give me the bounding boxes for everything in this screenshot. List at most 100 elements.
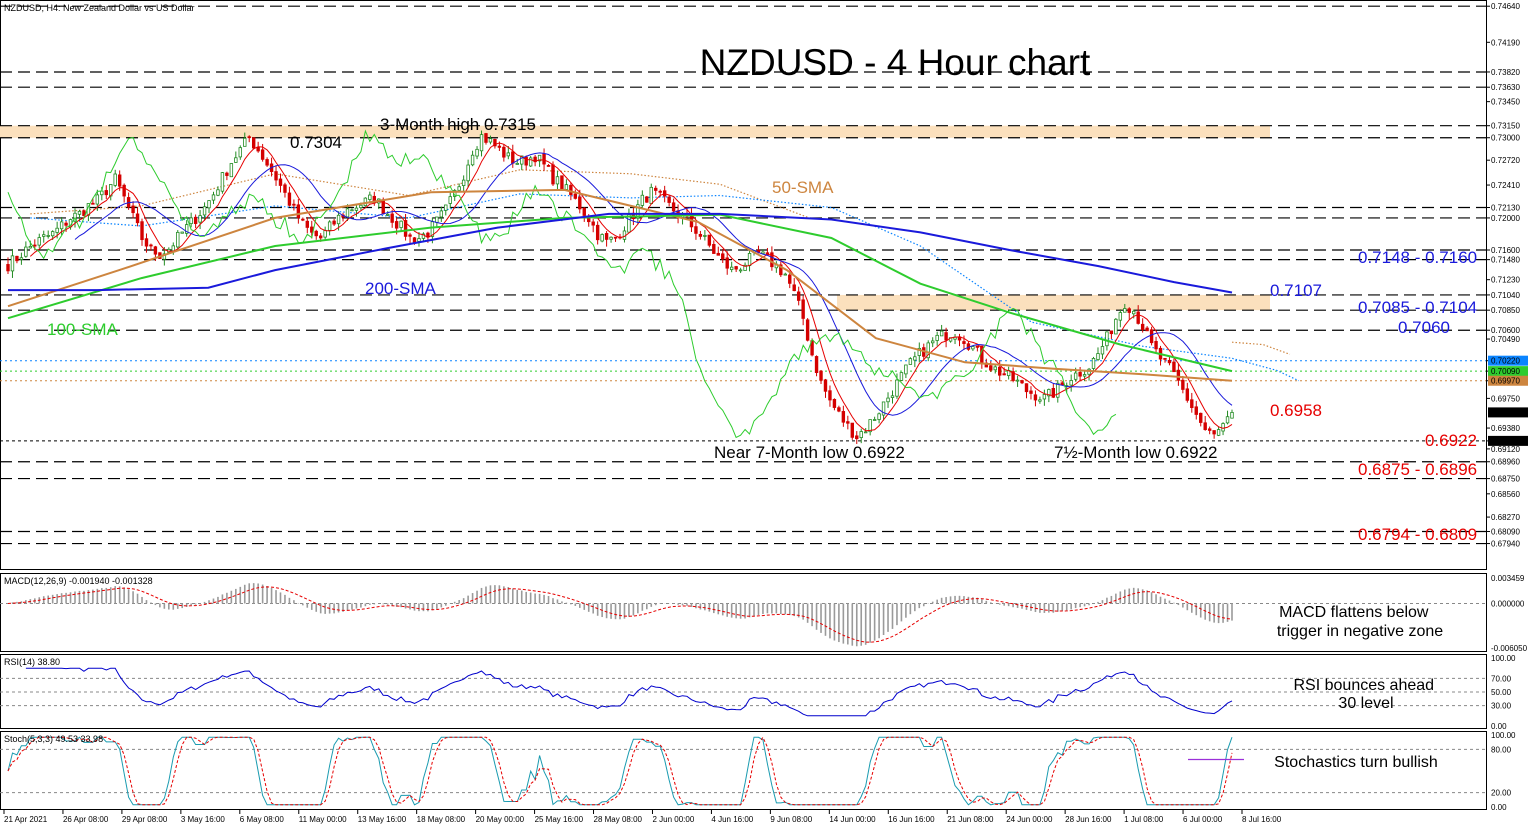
- time-tick-label: 14 Jun 00:00: [829, 815, 876, 824]
- candle-body: [1073, 372, 1078, 380]
- time-tick-label: 28 May 08:00: [594, 815, 643, 824]
- candle-body: [944, 332, 948, 341]
- candle-body: [211, 194, 216, 201]
- time-tick-label: 2 Jun 00:00: [652, 815, 694, 824]
- candle-body: [117, 174, 122, 187]
- candle-body: [578, 196, 582, 210]
- candle-body: [497, 145, 502, 148]
- candle-body: [225, 172, 229, 176]
- candle-body: [560, 175, 564, 191]
- candle-body: [1225, 416, 1230, 424]
- candle-body: [412, 237, 417, 243]
- annotation-near-7month-low: Near 7-Month low 0.6922: [714, 443, 905, 462]
- candle-body: [1056, 382, 1060, 398]
- annotation-50-sma: 50-SMA: [772, 178, 834, 197]
- price-axis: 0.74640 0.74190 0.73820 0.73630 0.73450 0.731…: [1486, 2, 1528, 549]
- candle-body: [993, 366, 997, 371]
- candle-body: [716, 252, 720, 256]
- candle-body: [305, 220, 309, 228]
- candle-body: [823, 379, 828, 392]
- time-tick-label: 9 Jun 08:00: [770, 815, 812, 824]
- price-tick-label: 0.68560: [1491, 490, 1520, 499]
- candle-body: [792, 284, 796, 292]
- candle-body: [502, 146, 506, 158]
- candle-body: [144, 238, 149, 247]
- time-tick-label: 25 May 16:00: [535, 815, 584, 824]
- rsi-line: [25, 667, 1233, 717]
- time-tick-label: 29 Apr 08:00: [122, 815, 168, 824]
- price-tick-label: 0.73630: [1491, 83, 1520, 92]
- candle-body: [104, 190, 108, 196]
- candle-body: [91, 202, 95, 205]
- candle-body: [926, 342, 930, 359]
- candle-body: [296, 204, 301, 219]
- candle-body: [801, 299, 805, 319]
- stoch-d-line: [7, 736, 1233, 806]
- candle-body: [537, 154, 542, 162]
- annotation-0-7304: 0.7304: [290, 133, 342, 152]
- time-tick-label: 8 Jul 16:00: [1242, 815, 1282, 824]
- candle-body: [703, 235, 707, 237]
- candle-body: [796, 291, 801, 301]
- annotation-0-6922: 0.6922: [1425, 431, 1477, 450]
- candle-body: [913, 356, 917, 361]
- candle-body: [15, 255, 19, 262]
- candle-body: [1203, 422, 1207, 430]
- price-tick-label: 0.74190: [1491, 38, 1520, 47]
- rsi-tick-label: 50.00: [1491, 688, 1512, 697]
- candle-body: [448, 196, 452, 204]
- candle-body: [528, 157, 533, 167]
- candle-body: [667, 196, 671, 203]
- price-tick-label: 0.69970: [1491, 377, 1520, 386]
- candle-body: [1100, 346, 1105, 355]
- candle-body: [1078, 372, 1082, 377]
- annotation-3month-high: 3-Month high 0.7315: [380, 115, 536, 134]
- candle-body: [176, 231, 180, 248]
- price-tick-label: 0.70850: [1491, 306, 1520, 315]
- stoch-tick-label: 0.00: [1491, 803, 1507, 812]
- candle-body: [1109, 330, 1114, 335]
- candle-body: [1185, 388, 1190, 401]
- candle-body: [327, 221, 332, 231]
- sma-lines-layer: [7, 129, 1233, 439]
- candle-body: [336, 214, 341, 225]
- candle-body: [1096, 353, 1100, 360]
- symbol-header: NZDUSD, H4: New Zealand Dollar vs US Dol…: [4, 3, 195, 13]
- candle-body: [1029, 390, 1033, 394]
- candle-body: [113, 173, 117, 186]
- zones-layer: [0, 125, 1270, 311]
- price-tick-label: 0.70490: [1491, 335, 1520, 344]
- candle-body: [1172, 361, 1176, 373]
- candle-body: [1051, 387, 1056, 398]
- candle-body: [95, 194, 100, 205]
- rsi-note-line: RSI bounces ahead: [1294, 677, 1435, 694]
- candle-body: [439, 210, 444, 218]
- price-tick-label: 0.69120: [1491, 445, 1520, 454]
- candle-body: [850, 422, 854, 438]
- candle-body: [707, 234, 712, 246]
- candle-body: [564, 184, 569, 190]
- candle-body: [162, 253, 167, 260]
- candle-body: [171, 245, 175, 252]
- macd-panel-frame: [0, 573, 1487, 652]
- candle-body: [895, 379, 899, 397]
- time-tick-label: 1 Jul 08:00: [1124, 815, 1164, 824]
- price-tick-label: 0.72720: [1491, 156, 1520, 165]
- candle-body: [220, 172, 225, 192]
- candle-body: [390, 213, 394, 223]
- candle-body: [1024, 383, 1029, 393]
- slow-ma-line: [74, 152, 1233, 416]
- time-tick-label: 13 May 16:00: [358, 815, 407, 824]
- candle-body: [189, 217, 193, 225]
- candle-body: [1149, 329, 1154, 344]
- candle-body: [609, 236, 613, 240]
- candle-body: [649, 186, 653, 205]
- price-tag: [1488, 355, 1528, 366]
- candle-body: [1123, 308, 1127, 313]
- time-tick-label: 4 Jun 16:00: [711, 815, 753, 824]
- candle-body: [582, 207, 586, 216]
- candle-body: [1011, 371, 1015, 381]
- candle-body: [859, 431, 863, 438]
- rsi-title: RSI(14) 38.80: [4, 657, 60, 667]
